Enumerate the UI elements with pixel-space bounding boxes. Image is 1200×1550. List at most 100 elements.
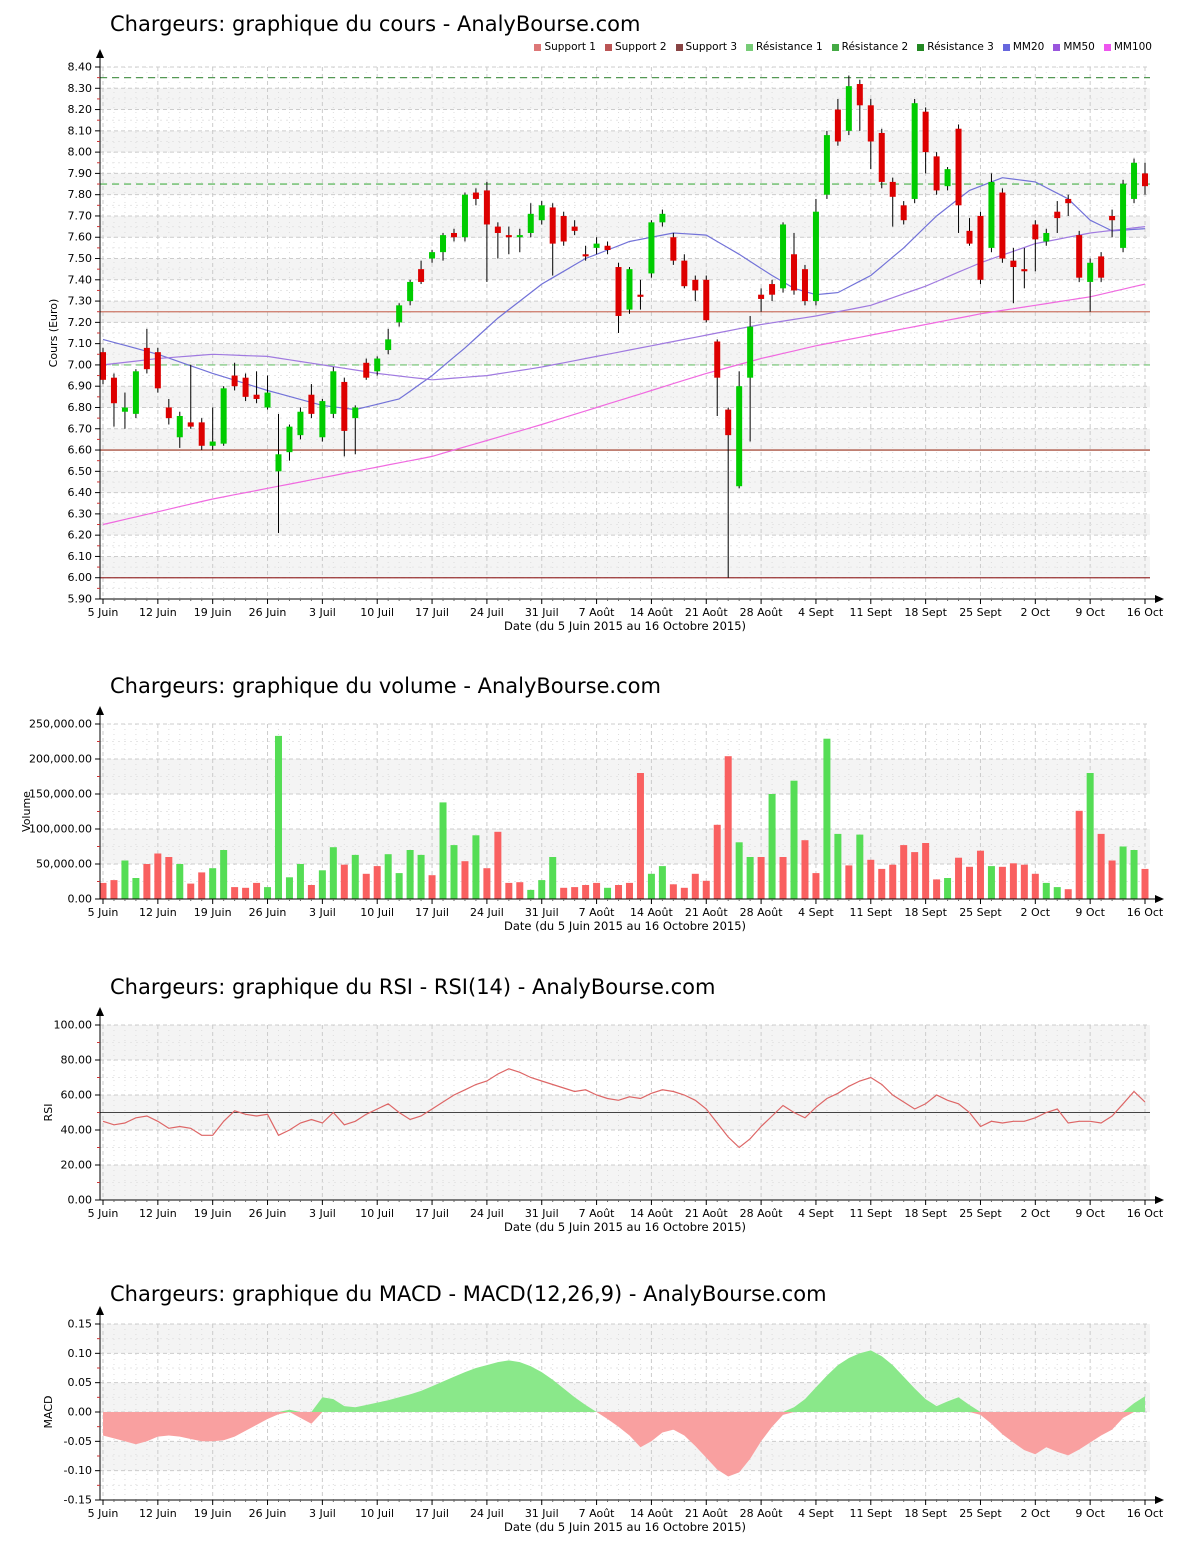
legend-item-mm100: MM100 bbox=[1103, 41, 1152, 53]
candle bbox=[538, 205, 545, 221]
svg-text:16 Oct: 16 Oct bbox=[1127, 606, 1164, 619]
candle bbox=[747, 326, 754, 378]
volume-bar bbox=[395, 873, 403, 899]
legend-swatch bbox=[604, 43, 612, 51]
svg-text:60.00: 60.00 bbox=[61, 1089, 93, 1102]
svg-text:12 Juin: 12 Juin bbox=[139, 906, 177, 919]
candle bbox=[407, 281, 414, 302]
legend-swatch bbox=[831, 43, 839, 51]
svg-text:19 Juin: 19 Juin bbox=[194, 606, 232, 619]
candle bbox=[516, 235, 523, 238]
volume-bar bbox=[1097, 833, 1105, 899]
volume-chart-title: Chargeurs: graphique du volume - AnalyBo… bbox=[110, 674, 661, 698]
volume-bar bbox=[505, 882, 513, 899]
volume-chart: 0.00 50,000.00 100,000.00 150,000.00 200,000… bbox=[20, 706, 1164, 933]
candle bbox=[494, 226, 501, 233]
volume-bar bbox=[987, 866, 995, 899]
volume-bar bbox=[922, 843, 930, 899]
candle bbox=[1131, 162, 1138, 199]
svg-text:21 Août: 21 Août bbox=[685, 1207, 729, 1220]
svg-text:16 Oct: 16 Oct bbox=[1127, 1207, 1164, 1220]
candle bbox=[1054, 211, 1061, 219]
candle bbox=[769, 284, 776, 295]
candle bbox=[593, 243, 600, 248]
candle bbox=[1021, 269, 1028, 272]
candle bbox=[330, 371, 337, 414]
candle bbox=[505, 235, 512, 238]
candle bbox=[231, 375, 238, 387]
legend-item-mm50: MM50 bbox=[1053, 41, 1095, 53]
svg-text:16 Oct: 16 Oct bbox=[1127, 1507, 1164, 1520]
svg-text:6.80: 6.80 bbox=[68, 401, 93, 414]
volume-bar bbox=[669, 884, 677, 899]
candle bbox=[703, 279, 710, 321]
svg-text:5.90: 5.90 bbox=[68, 593, 93, 606]
candle bbox=[560, 215, 567, 242]
volume-bar bbox=[790, 780, 798, 899]
svg-text:-0.05: -0.05 bbox=[64, 1435, 92, 1448]
svg-text:24 Juil: 24 Juil bbox=[470, 1207, 504, 1220]
candle bbox=[1109, 215, 1116, 221]
svg-text:7.30: 7.30 bbox=[68, 295, 93, 308]
svg-text:25 Sept: 25 Sept bbox=[959, 906, 1002, 919]
volume-bar bbox=[307, 885, 315, 899]
svg-text:4 Sept: 4 Sept bbox=[798, 906, 834, 919]
legend-label: Support 2 bbox=[614, 41, 667, 53]
legend-swatch bbox=[1053, 43, 1061, 51]
svg-text:80.00: 80.00 bbox=[61, 1054, 93, 1067]
volume-bar bbox=[318, 870, 326, 899]
svg-text:3 Juil: 3 Juil bbox=[309, 1507, 336, 1520]
volume-bar bbox=[1108, 860, 1116, 899]
candle bbox=[549, 207, 556, 244]
candle bbox=[878, 132, 885, 182]
svg-text:Date (du 5 Juin 2015 au 16 Oct: Date (du 5 Juin 2015 au 16 Octobre 2015) bbox=[504, 619, 746, 633]
candle bbox=[143, 347, 150, 370]
ma-line-mm20 bbox=[102, 177, 1146, 411]
volume-bar bbox=[867, 859, 875, 899]
svg-text:7 Août: 7 Août bbox=[579, 1207, 616, 1220]
volume-bar bbox=[702, 880, 710, 899]
svg-text:4 Sept: 4 Sept bbox=[798, 1207, 834, 1220]
candle bbox=[1043, 232, 1050, 242]
macd-chart: -0.15 -0.10 -0.05 0.00 0.05 0.10 0.15 5 Juin 12 … bbox=[42, 1306, 1164, 1534]
svg-text:7.40: 7.40 bbox=[68, 273, 93, 286]
candle bbox=[483, 190, 490, 225]
candle bbox=[418, 269, 425, 282]
svg-text:18 Sept: 18 Sept bbox=[904, 1207, 947, 1220]
legend-swatch bbox=[917, 43, 925, 51]
candle bbox=[209, 441, 216, 446]
svg-text:7.90: 7.90 bbox=[68, 167, 93, 180]
legend-label: Résistance 3 bbox=[927, 41, 994, 53]
svg-text:-0.15: -0.15 bbox=[64, 1494, 92, 1507]
svg-text:Date (du 5 Juin 2015 au 16 Oct: Date (du 5 Juin 2015 au 16 Octobre 2015) bbox=[504, 1520, 746, 1534]
volume-bar bbox=[1130, 850, 1138, 899]
svg-text:21 Août: 21 Août bbox=[685, 1507, 729, 1520]
svg-text:7 Août: 7 Août bbox=[579, 606, 616, 619]
candle bbox=[714, 341, 721, 378]
candle bbox=[582, 254, 589, 257]
volume-bar bbox=[582, 885, 590, 899]
volume-bar bbox=[1119, 846, 1127, 899]
volume-bar bbox=[274, 735, 282, 899]
candle bbox=[659, 213, 666, 223]
candle bbox=[977, 215, 984, 280]
volume-bar bbox=[604, 887, 612, 899]
ma-line-mm100 bbox=[102, 283, 1146, 526]
candle bbox=[396, 305, 403, 323]
volume-bar bbox=[1075, 810, 1083, 899]
volume-bar bbox=[779, 857, 787, 899]
volume-bar bbox=[768, 794, 776, 899]
volume-bar bbox=[450, 845, 458, 899]
candle bbox=[319, 401, 326, 438]
candle bbox=[1076, 235, 1083, 278]
legend-label: MM50 bbox=[1063, 41, 1095, 53]
candle bbox=[1010, 260, 1017, 268]
volume-bar bbox=[351, 854, 359, 899]
candle bbox=[648, 222, 655, 274]
volume-bar bbox=[889, 864, 897, 899]
candle bbox=[308, 394, 315, 414]
volume-bar bbox=[966, 866, 974, 899]
candle bbox=[944, 169, 951, 187]
volume-bar bbox=[220, 850, 228, 899]
